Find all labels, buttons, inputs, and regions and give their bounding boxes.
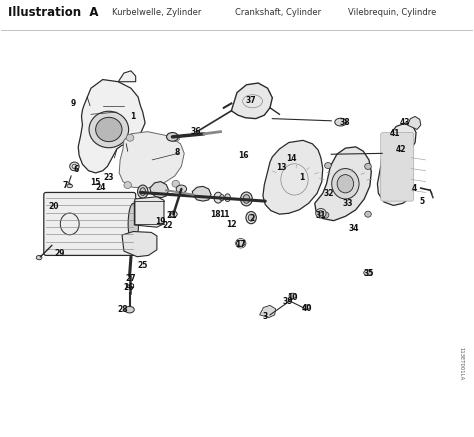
Polygon shape xyxy=(260,305,276,318)
Text: 25: 25 xyxy=(137,261,148,270)
Ellipse shape xyxy=(166,132,178,141)
Circle shape xyxy=(318,211,324,216)
Text: 40: 40 xyxy=(301,304,312,313)
Polygon shape xyxy=(315,147,371,221)
Polygon shape xyxy=(150,182,169,198)
Text: 2: 2 xyxy=(249,214,255,223)
Ellipse shape xyxy=(248,214,254,221)
Text: 113ET001LA: 113ET001LA xyxy=(459,347,464,381)
Text: 12: 12 xyxy=(226,220,237,229)
Text: 3: 3 xyxy=(263,312,268,321)
Polygon shape xyxy=(377,123,416,205)
Circle shape xyxy=(322,212,329,218)
Text: 13: 13 xyxy=(276,163,287,172)
Text: 8: 8 xyxy=(175,148,180,157)
Text: 24: 24 xyxy=(96,183,106,192)
Polygon shape xyxy=(78,80,145,173)
Text: 5: 5 xyxy=(419,197,425,206)
Ellipse shape xyxy=(170,211,177,217)
Text: 22: 22 xyxy=(163,221,173,230)
Text: 16: 16 xyxy=(238,151,249,160)
Text: Vilebrequin, Cylindre: Vilebrequin, Cylindre xyxy=(348,8,436,17)
Circle shape xyxy=(316,208,326,218)
Ellipse shape xyxy=(364,270,372,276)
Polygon shape xyxy=(118,71,136,82)
Polygon shape xyxy=(231,83,273,118)
Ellipse shape xyxy=(67,184,73,187)
Text: 9: 9 xyxy=(71,99,76,108)
Text: 39: 39 xyxy=(283,297,293,306)
Text: 7: 7 xyxy=(62,181,68,191)
Polygon shape xyxy=(122,232,157,257)
Text: Kurbelwelle, Zylinder: Kurbelwelle, Zylinder xyxy=(112,8,201,17)
Circle shape xyxy=(365,211,371,217)
Text: 15: 15 xyxy=(91,178,101,187)
Text: 43: 43 xyxy=(400,118,410,128)
Text: 34: 34 xyxy=(348,225,359,233)
Ellipse shape xyxy=(337,175,354,193)
Polygon shape xyxy=(135,197,164,227)
Circle shape xyxy=(325,163,331,169)
Ellipse shape xyxy=(140,187,146,195)
Circle shape xyxy=(126,134,134,141)
Circle shape xyxy=(172,135,180,142)
Text: 20: 20 xyxy=(48,202,58,211)
Ellipse shape xyxy=(128,203,138,244)
Ellipse shape xyxy=(214,192,222,203)
Text: 11: 11 xyxy=(219,210,229,218)
Text: 10: 10 xyxy=(287,293,297,302)
Polygon shape xyxy=(119,132,184,188)
FancyBboxPatch shape xyxy=(381,132,414,201)
Text: 21: 21 xyxy=(167,211,177,220)
Ellipse shape xyxy=(219,194,224,201)
Ellipse shape xyxy=(243,194,250,203)
Text: 26: 26 xyxy=(123,284,134,292)
Circle shape xyxy=(70,162,79,171)
Ellipse shape xyxy=(225,194,230,201)
Text: Crankshaft, Cylinder: Crankshaft, Cylinder xyxy=(235,8,321,17)
Text: 31: 31 xyxy=(315,211,326,220)
Circle shape xyxy=(365,163,371,170)
Text: 32: 32 xyxy=(323,189,334,198)
Polygon shape xyxy=(263,140,323,214)
Text: 35: 35 xyxy=(363,269,374,278)
Text: 42: 42 xyxy=(396,145,406,153)
Polygon shape xyxy=(408,116,421,129)
Text: 41: 41 xyxy=(390,129,400,139)
Ellipse shape xyxy=(240,192,252,206)
Ellipse shape xyxy=(289,293,296,298)
Text: 4: 4 xyxy=(411,184,417,193)
Ellipse shape xyxy=(125,306,134,313)
Ellipse shape xyxy=(36,255,42,260)
Text: 19: 19 xyxy=(155,217,165,225)
Text: 23: 23 xyxy=(104,173,114,182)
Ellipse shape xyxy=(335,118,346,126)
Text: 29: 29 xyxy=(54,249,64,258)
Text: 37: 37 xyxy=(246,96,256,105)
Circle shape xyxy=(124,182,131,188)
Circle shape xyxy=(89,111,128,148)
Text: 14: 14 xyxy=(286,154,297,163)
Text: 27: 27 xyxy=(126,274,137,283)
Ellipse shape xyxy=(332,169,359,199)
Ellipse shape xyxy=(137,185,148,198)
Text: 38: 38 xyxy=(339,118,350,128)
Ellipse shape xyxy=(246,212,256,224)
Polygon shape xyxy=(192,186,211,201)
Circle shape xyxy=(96,117,122,142)
Ellipse shape xyxy=(176,185,187,193)
Ellipse shape xyxy=(303,305,310,309)
Text: Illustration  A: Illustration A xyxy=(9,6,99,19)
Text: 28: 28 xyxy=(118,305,128,314)
Circle shape xyxy=(172,180,180,187)
Text: 1: 1 xyxy=(130,112,135,121)
Ellipse shape xyxy=(237,240,245,246)
Text: 36: 36 xyxy=(190,127,201,136)
Text: 33: 33 xyxy=(342,199,353,208)
Text: 18: 18 xyxy=(210,210,220,218)
Text: 6: 6 xyxy=(73,165,79,174)
Text: 1: 1 xyxy=(300,173,305,182)
FancyBboxPatch shape xyxy=(44,192,136,255)
Text: 17: 17 xyxy=(236,240,246,249)
